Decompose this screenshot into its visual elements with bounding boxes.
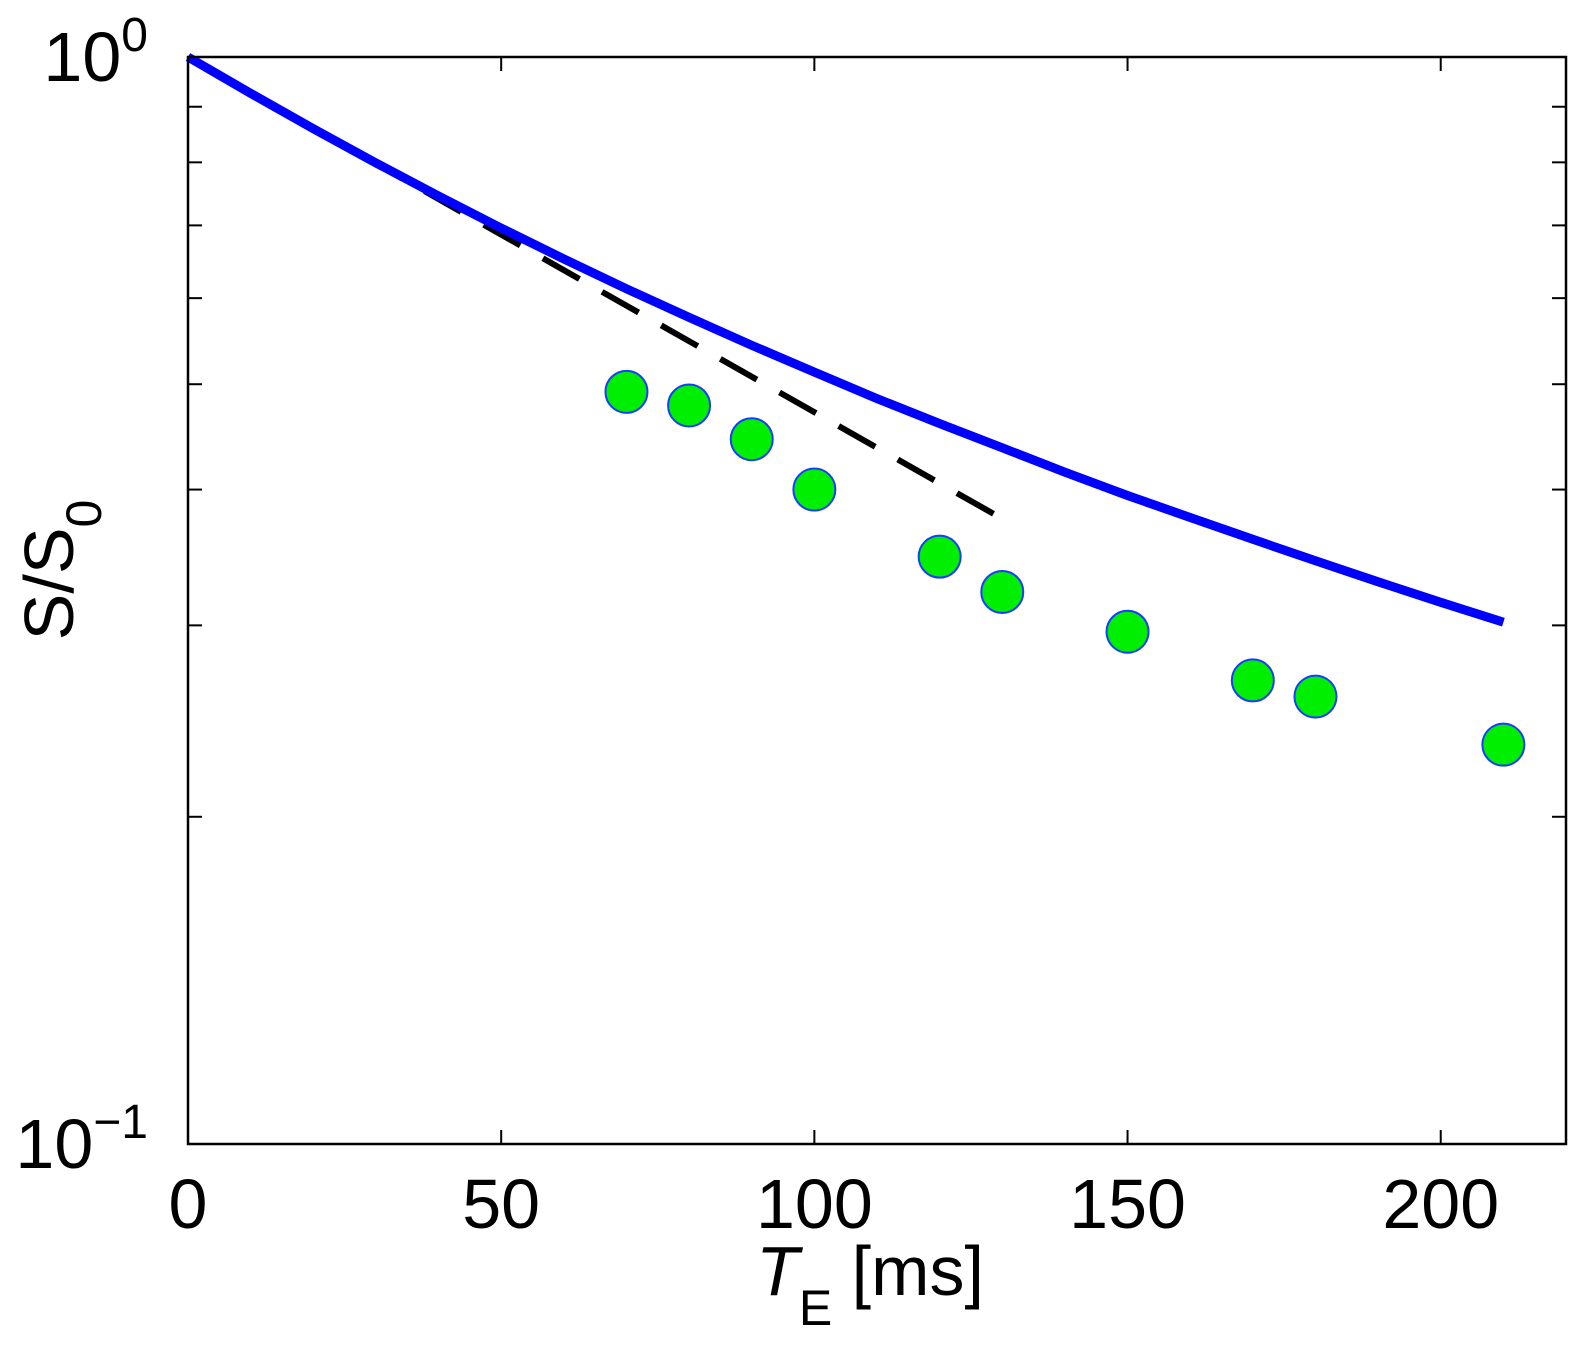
y-tick-label: 100 xyxy=(43,9,148,96)
data-point xyxy=(1230,658,1275,703)
data-point xyxy=(1293,674,1338,719)
x-tick-labels: 0 50 100 150 200 xyxy=(169,1165,1500,1243)
y-tick-labels: 10−1 100 xyxy=(15,9,148,1183)
data-point xyxy=(792,467,837,512)
x-tick-label: 100 xyxy=(756,1165,873,1243)
data-point xyxy=(604,369,649,414)
fit-line-series xyxy=(185,53,1505,627)
x-axis-title: TE [ms] xyxy=(756,1232,984,1336)
data-point xyxy=(917,534,962,579)
data-point xyxy=(667,383,712,428)
plot-area xyxy=(188,57,1566,1144)
data-point xyxy=(1481,722,1526,767)
y-tick-label: 10−1 xyxy=(15,1096,148,1183)
x-tick-label: 0 xyxy=(169,1165,208,1243)
y-axis-title: S/S0 xyxy=(10,500,112,641)
data-point xyxy=(980,569,1025,614)
data-point xyxy=(1105,609,1150,654)
series-layer xyxy=(185,53,1526,767)
tick-marks xyxy=(187,57,1566,1144)
data-point xyxy=(729,417,774,462)
x-tick-label: 200 xyxy=(1382,1165,1499,1243)
x-tick-label: 50 xyxy=(462,1165,540,1243)
x-tick-label: 150 xyxy=(1069,1165,1186,1243)
plot-frame xyxy=(186,55,1568,1146)
